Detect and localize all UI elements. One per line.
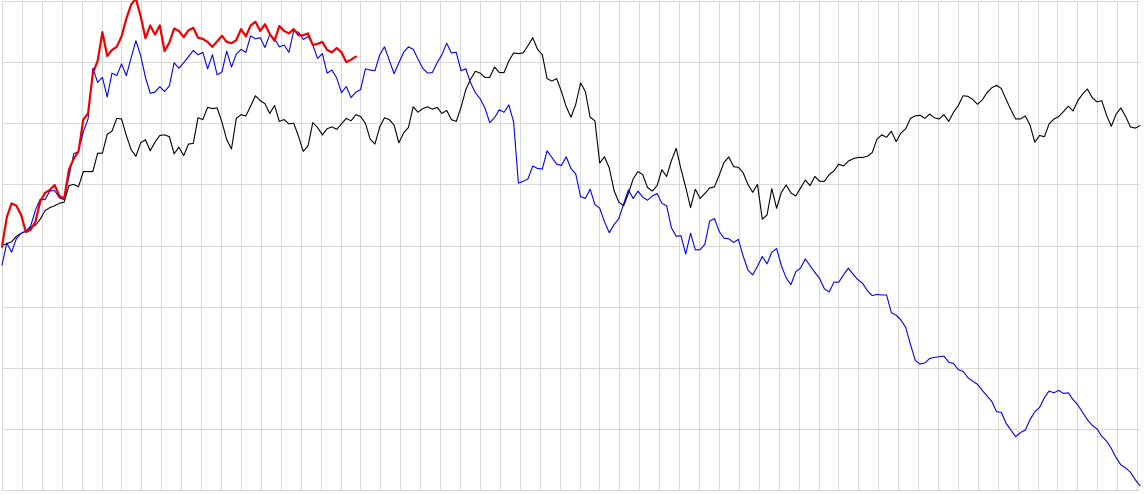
series-line-2: [1, 30, 1141, 487]
series-line-1: [1, 37, 1141, 247]
series-line-3: [0, 0, 357, 248]
